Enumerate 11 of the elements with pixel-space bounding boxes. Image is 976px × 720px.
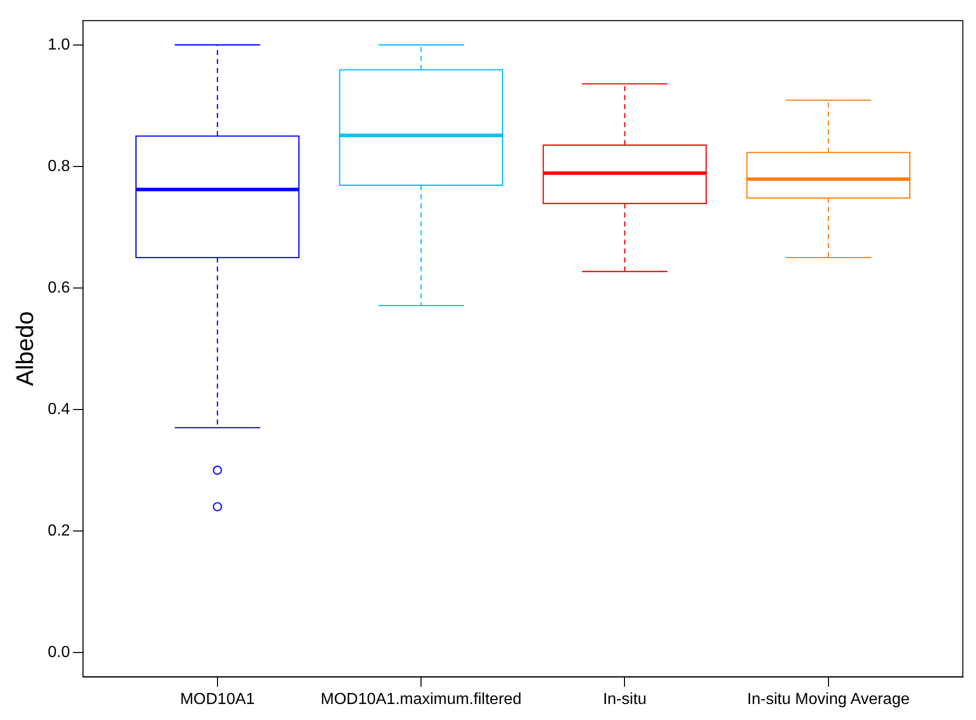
x-tick-label: In-situ [602, 690, 647, 708]
x-tick-label: MOD10A1.maximum.filtered [320, 690, 522, 708]
y-axis-title: Albedo [12, 311, 40, 386]
x-tick-label: MOD10A1 [180, 690, 255, 708]
y-tick-label: 0.2 [48, 522, 70, 540]
y-tick-label: 1.0 [48, 36, 70, 54]
y-tick-label: 0.4 [48, 400, 70, 418]
y-tick-label: 0.0 [48, 644, 70, 661]
y-tick-label: 0.8 [48, 158, 70, 175]
x-tick-label: In-situ Moving Average [747, 690, 910, 708]
y-tick-label: 0.6 [48, 279, 70, 296]
